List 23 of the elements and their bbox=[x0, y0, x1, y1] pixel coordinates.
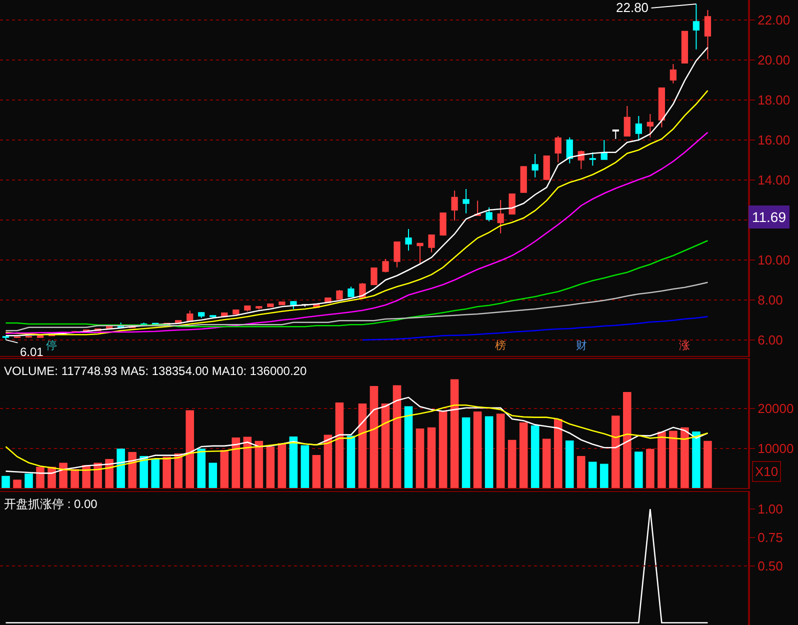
annotation: 榜 bbox=[495, 339, 506, 352]
text: 11.69 bbox=[752, 209, 786, 225]
y-tick-label: 20000 bbox=[758, 401, 794, 416]
y-tick-label: 20.00 bbox=[758, 52, 790, 68]
chart-title: VOLUME: 117748.93 MA5: 138354.00 MA10: 136000.20 bbox=[4, 364, 307, 378]
text: X10 bbox=[755, 464, 778, 479]
y-tick-label: 18.00 bbox=[758, 92, 790, 108]
y-tick-label: 10.00 bbox=[758, 252, 790, 268]
text: 开盘抓涨停 : 0.00 bbox=[4, 497, 98, 511]
y-tick-label: 22.00 bbox=[758, 12, 790, 28]
y-tick-label: 0.75 bbox=[758, 530, 783, 546]
y-tick-label: 14.00 bbox=[758, 172, 790, 188]
annotation: 涨 bbox=[679, 339, 690, 352]
annotation: 6.01 bbox=[20, 345, 44, 359]
y-tick-label: 1.00 bbox=[758, 502, 783, 517]
y-tick-label: 0.50 bbox=[758, 558, 783, 574]
y-tick-label: 8.00 bbox=[758, 292, 783, 308]
y-tick-label: 6.00 bbox=[758, 332, 783, 348]
annotation: 财 bbox=[576, 339, 587, 352]
annotation: 22.80 bbox=[616, 0, 649, 15]
y-tick-label: 16.00 bbox=[758, 132, 790, 148]
y-tick-label: 10000 bbox=[758, 440, 794, 456]
annotation: 停 bbox=[46, 339, 57, 352]
